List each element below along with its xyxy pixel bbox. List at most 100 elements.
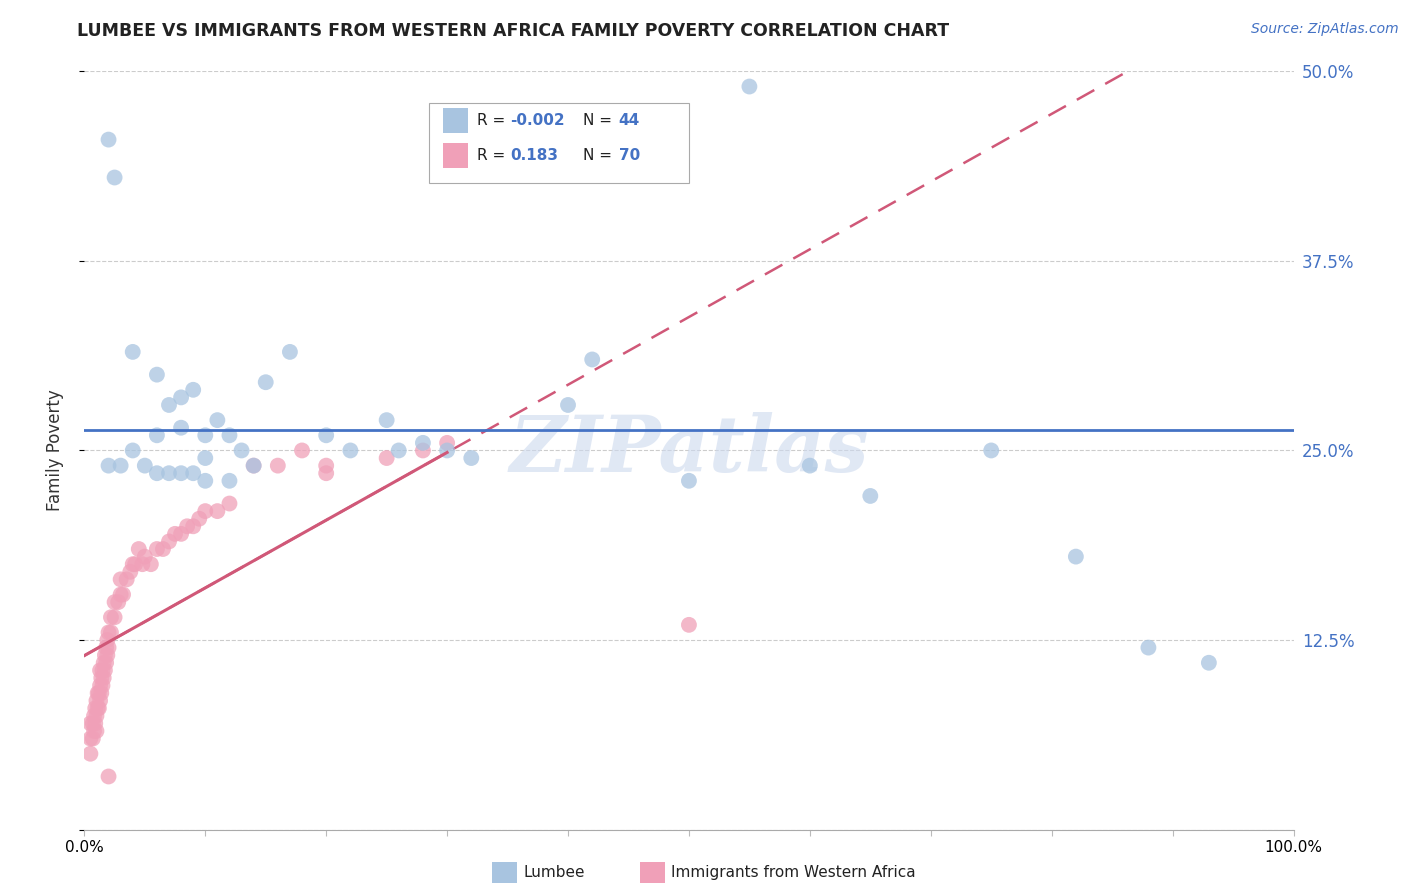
Text: Lumbee: Lumbee	[523, 865, 585, 880]
Point	[278, 344, 301, 359]
Point	[110, 573, 132, 587]
Point	[678, 474, 700, 488]
Y-axis label: Family Poverty: Family Poverty	[45, 390, 63, 511]
Point	[194, 504, 217, 518]
Point	[112, 588, 135, 602]
Point	[97, 458, 120, 473]
Point	[170, 391, 193, 405]
Point	[110, 458, 132, 473]
Point	[315, 467, 337, 481]
Point	[104, 170, 127, 185]
Point	[87, 686, 110, 700]
Point	[207, 504, 229, 518]
Point	[134, 458, 156, 473]
Point	[165, 526, 187, 541]
Point	[83, 724, 105, 739]
Point	[1137, 640, 1160, 655]
Point	[146, 428, 169, 442]
Point	[181, 383, 204, 397]
Text: R =: R =	[477, 113, 510, 128]
Point	[94, 640, 117, 655]
Point	[436, 443, 458, 458]
Point	[799, 458, 821, 473]
Point	[557, 398, 579, 412]
Point	[110, 588, 132, 602]
Point	[86, 701, 108, 715]
Point	[91, 664, 114, 678]
Point	[84, 716, 107, 731]
Point	[93, 656, 115, 670]
Point	[120, 565, 142, 579]
Point	[96, 633, 118, 648]
Point	[90, 671, 112, 685]
Point	[170, 421, 193, 435]
Point	[97, 769, 120, 784]
Point	[152, 542, 174, 557]
Point	[146, 542, 169, 557]
Point	[87, 701, 110, 715]
Point	[139, 557, 162, 572]
Text: N =: N =	[583, 113, 617, 128]
Point	[79, 747, 101, 761]
Point	[188, 512, 211, 526]
Text: LUMBEE VS IMMIGRANTS FROM WESTERN AFRICA FAMILY POVERTY CORRELATION CHART: LUMBEE VS IMMIGRANTS FROM WESTERN AFRICA…	[77, 22, 949, 40]
Point	[86, 694, 108, 708]
Point	[79, 716, 101, 731]
Point	[375, 413, 398, 427]
Point	[581, 352, 603, 367]
Point	[315, 428, 337, 442]
Point	[218, 496, 240, 510]
Point	[93, 671, 115, 685]
Point	[121, 344, 143, 359]
Point	[460, 451, 482, 466]
Point	[980, 443, 1002, 458]
Point	[104, 610, 127, 624]
Point	[131, 557, 153, 572]
Point	[86, 708, 108, 723]
Point	[128, 542, 150, 557]
Point	[157, 467, 180, 481]
Point	[242, 458, 264, 473]
Point	[82, 716, 104, 731]
Point	[181, 519, 204, 533]
Point	[94, 656, 117, 670]
Point	[124, 557, 146, 572]
Point	[339, 443, 361, 458]
Point	[157, 534, 180, 549]
Text: Source: ZipAtlas.com: Source: ZipAtlas.com	[1251, 22, 1399, 37]
Point	[94, 648, 117, 662]
Point	[436, 436, 458, 450]
Text: ZIPatlas: ZIPatlas	[509, 412, 869, 489]
Text: 0.183: 0.183	[510, 148, 558, 163]
Point	[194, 451, 217, 466]
Point	[412, 436, 434, 450]
Point	[89, 694, 111, 708]
Point	[231, 443, 253, 458]
Point	[104, 595, 127, 609]
Point	[207, 413, 229, 427]
Point	[859, 489, 882, 503]
Point	[100, 610, 122, 624]
Point	[89, 664, 111, 678]
Point	[218, 428, 240, 442]
Point	[738, 79, 761, 94]
Point	[115, 573, 138, 587]
Point	[194, 474, 217, 488]
Text: R =: R =	[477, 148, 515, 163]
Point	[82, 731, 104, 746]
Point	[146, 368, 169, 382]
Point	[412, 443, 434, 458]
Point	[96, 648, 118, 662]
Point	[97, 625, 120, 640]
Point	[170, 467, 193, 481]
Point	[86, 686, 108, 700]
Point	[218, 474, 240, 488]
Point	[84, 701, 107, 715]
Text: N =: N =	[583, 148, 617, 163]
Point	[291, 443, 314, 458]
Point	[83, 708, 105, 723]
Point	[315, 458, 337, 473]
Point	[94, 664, 117, 678]
Point	[79, 731, 101, 746]
Text: 44: 44	[619, 113, 640, 128]
